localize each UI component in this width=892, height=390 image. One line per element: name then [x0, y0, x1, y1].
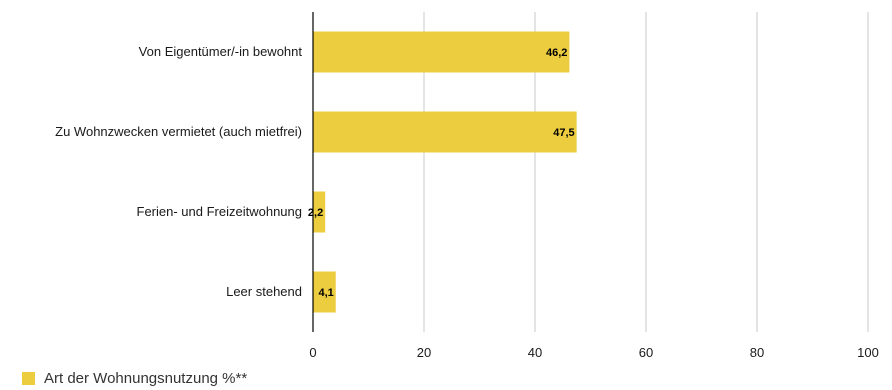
value-label-2: 2,2	[308, 207, 323, 219]
category-label-0: Von Eigentümer/-in bewohnt	[139, 44, 303, 59]
bar-0	[313, 31, 570, 73]
value-label-3: 4,1	[318, 287, 333, 299]
tick-labels: 0 20 40 60 80 100	[309, 345, 878, 360]
x-tick-label-80: 80	[750, 345, 764, 360]
x-tick-label-100: 100	[857, 345, 879, 360]
bar-2	[313, 191, 326, 233]
category-labels: Von Eigentümer/-in bewohnt Zu Wohnzwecken…	[55, 44, 302, 299]
x-tick-label-40: 40	[528, 345, 542, 360]
category-label-2: Ferien- und Freizeitwohnung	[137, 204, 302, 219]
legend: Art der Wohnungsnutzung %**	[22, 370, 247, 387]
category-label-1: Zu Wohnzwecken vermietet (auch mietfrei)	[55, 124, 302, 139]
x-tick-label-20: 20	[417, 345, 431, 360]
value-label-0: 46,2	[546, 47, 567, 59]
value-label-1: 47,5	[553, 127, 574, 139]
bar-1	[313, 111, 577, 153]
legend-swatch	[22, 372, 35, 385]
x-tick-label-60: 60	[639, 345, 653, 360]
x-tick-label-0: 0	[309, 345, 316, 360]
bars	[313, 31, 577, 313]
bar-3	[313, 271, 336, 313]
legend-label: Art der Wohnungsnutzung %**	[44, 370, 248, 387]
category-label-3: Leer stehend	[226, 284, 302, 299]
value-labels: 46,2 47,5 2,2 4,1	[308, 47, 575, 299]
bar-chart: 46,2 47,5 2,2 4,1 Von Eigentümer/-in bewohn…	[55, 12, 879, 360]
